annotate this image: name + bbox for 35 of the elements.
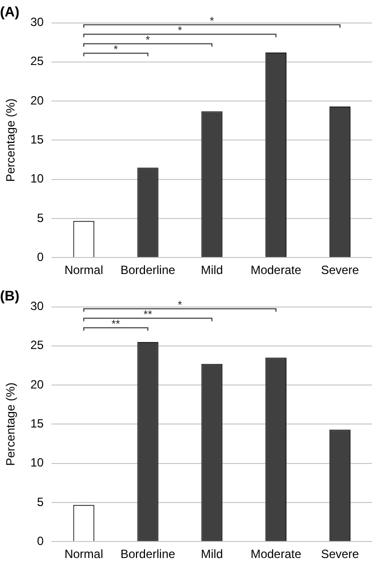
chart-title: (A) xyxy=(0,3,20,20)
y-tick-label: 20 xyxy=(30,377,44,392)
y-tick-label: 10 xyxy=(30,456,44,470)
x-tick-label: Normal xyxy=(64,263,104,278)
y-tick-label: 30 xyxy=(30,299,44,314)
y-tick-label: 25 xyxy=(30,54,44,68)
y-tick-label: 10 xyxy=(30,172,44,186)
annotation: * xyxy=(178,299,183,312)
annotation: ** xyxy=(144,308,153,321)
annotation: ** xyxy=(112,318,121,330)
x-tick-label: Borderline xyxy=(120,263,176,278)
y-tick-label: 25 xyxy=(30,338,44,352)
y-tick-label: 5 xyxy=(37,210,44,225)
x-tick-label: Mild xyxy=(200,547,223,562)
chart-title: (B) xyxy=(0,287,20,304)
annotation: * xyxy=(114,44,119,56)
y-tick-label: 0 xyxy=(37,250,44,264)
y-tick-label: 20 xyxy=(30,93,44,108)
y-axis-title: Percentage (%) xyxy=(4,382,18,466)
y-tick-label: 15 xyxy=(30,416,44,431)
x-tick-label: Severe xyxy=(320,263,360,278)
y-tick-label: 5 xyxy=(37,494,44,509)
x-tick-label: Severe xyxy=(320,547,360,562)
y-tick-label: 0 xyxy=(37,534,44,548)
x-tick-label: Mild xyxy=(200,263,223,278)
x-tick-label: Moderate xyxy=(250,263,302,278)
x-tick-label: Borderline xyxy=(120,547,176,562)
x-tick-label: Normal xyxy=(64,547,104,562)
y-tick-label: 15 xyxy=(30,132,44,147)
y-axis-title: Percentage (%) xyxy=(4,98,18,182)
annotation: * xyxy=(146,34,151,46)
annotation: * xyxy=(178,24,183,37)
annotation: * xyxy=(210,15,215,28)
x-tick-label: Moderate xyxy=(250,547,302,562)
y-tick-label: 30 xyxy=(30,15,44,30)
